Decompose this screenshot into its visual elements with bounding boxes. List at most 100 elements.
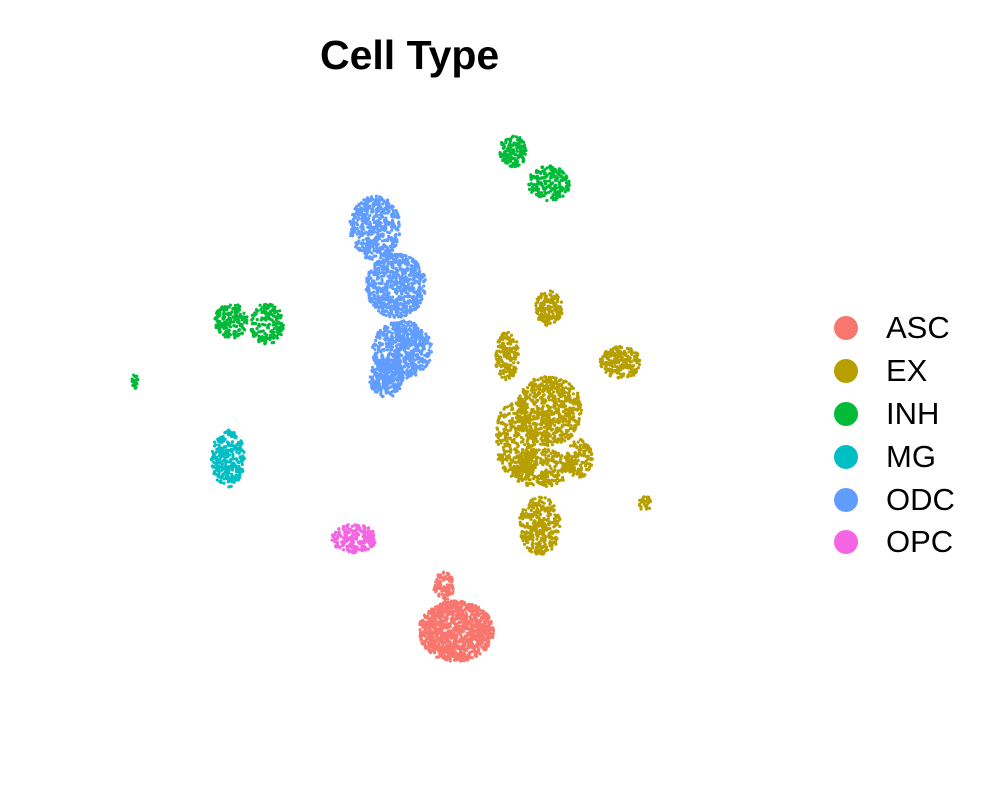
point [478,622,482,627]
point [508,443,512,447]
point [456,630,461,634]
point [587,450,591,454]
point [629,374,633,378]
point [548,439,552,443]
point [463,616,467,621]
point [509,333,514,337]
point [450,631,455,636]
point [566,392,571,396]
cluster-ex-8 [637,495,653,511]
point [219,460,223,464]
cluster-mg-0 [210,428,246,489]
point [501,466,505,470]
point [552,405,556,409]
point [468,645,472,649]
point [508,463,512,468]
point [509,427,513,431]
point [558,419,562,423]
point [608,363,613,367]
point [557,397,561,401]
point [626,354,630,358]
point [259,329,263,334]
point [513,355,517,359]
point [498,453,502,458]
point [582,474,586,478]
point [547,480,551,484]
point [447,645,452,649]
point [542,550,546,554]
series-asc [418,570,496,663]
point [366,231,370,235]
point [581,445,586,449]
point [550,181,554,185]
point [438,620,442,625]
point [542,400,546,404]
point [548,172,553,176]
point [555,454,559,458]
point [629,347,633,351]
point [449,622,453,626]
point [647,501,651,505]
point [441,609,445,613]
point [262,306,267,310]
point [573,462,577,466]
point [553,423,557,427]
point [510,440,514,444]
point [555,402,559,406]
point [543,453,547,457]
point [579,447,583,451]
point [475,642,479,647]
point [581,440,585,444]
point [466,638,470,642]
point [441,611,445,616]
point [556,172,560,176]
point [535,537,539,541]
point [251,322,255,326]
point [422,631,426,635]
point [509,458,513,462]
point [371,225,375,229]
point [564,379,568,383]
point [518,477,523,481]
cluster-asc-0 [418,599,496,663]
point [563,467,567,472]
point [540,458,545,462]
point [647,506,652,510]
point [527,535,531,539]
point [571,418,576,422]
point [542,194,546,198]
point [500,438,505,442]
point [567,183,571,187]
point [554,420,558,424]
point [574,407,578,412]
point [436,585,440,589]
point [555,293,559,297]
point [542,483,546,487]
point [452,654,456,659]
point [559,440,563,444]
point [552,451,556,455]
point [557,315,562,320]
point [275,318,279,322]
point [563,439,567,443]
point [553,175,557,179]
point [429,643,433,647]
point [472,629,476,633]
point [549,165,554,169]
point [234,470,238,474]
point [539,499,543,503]
point [509,363,513,367]
point [536,542,540,546]
point [565,407,569,412]
point [435,578,439,582]
point [524,426,529,430]
point [567,419,571,423]
point [442,602,446,606]
point [227,465,231,469]
point [498,433,502,438]
point [558,404,563,408]
point [568,400,572,404]
point [397,221,401,225]
point [569,424,573,428]
point [552,520,557,524]
